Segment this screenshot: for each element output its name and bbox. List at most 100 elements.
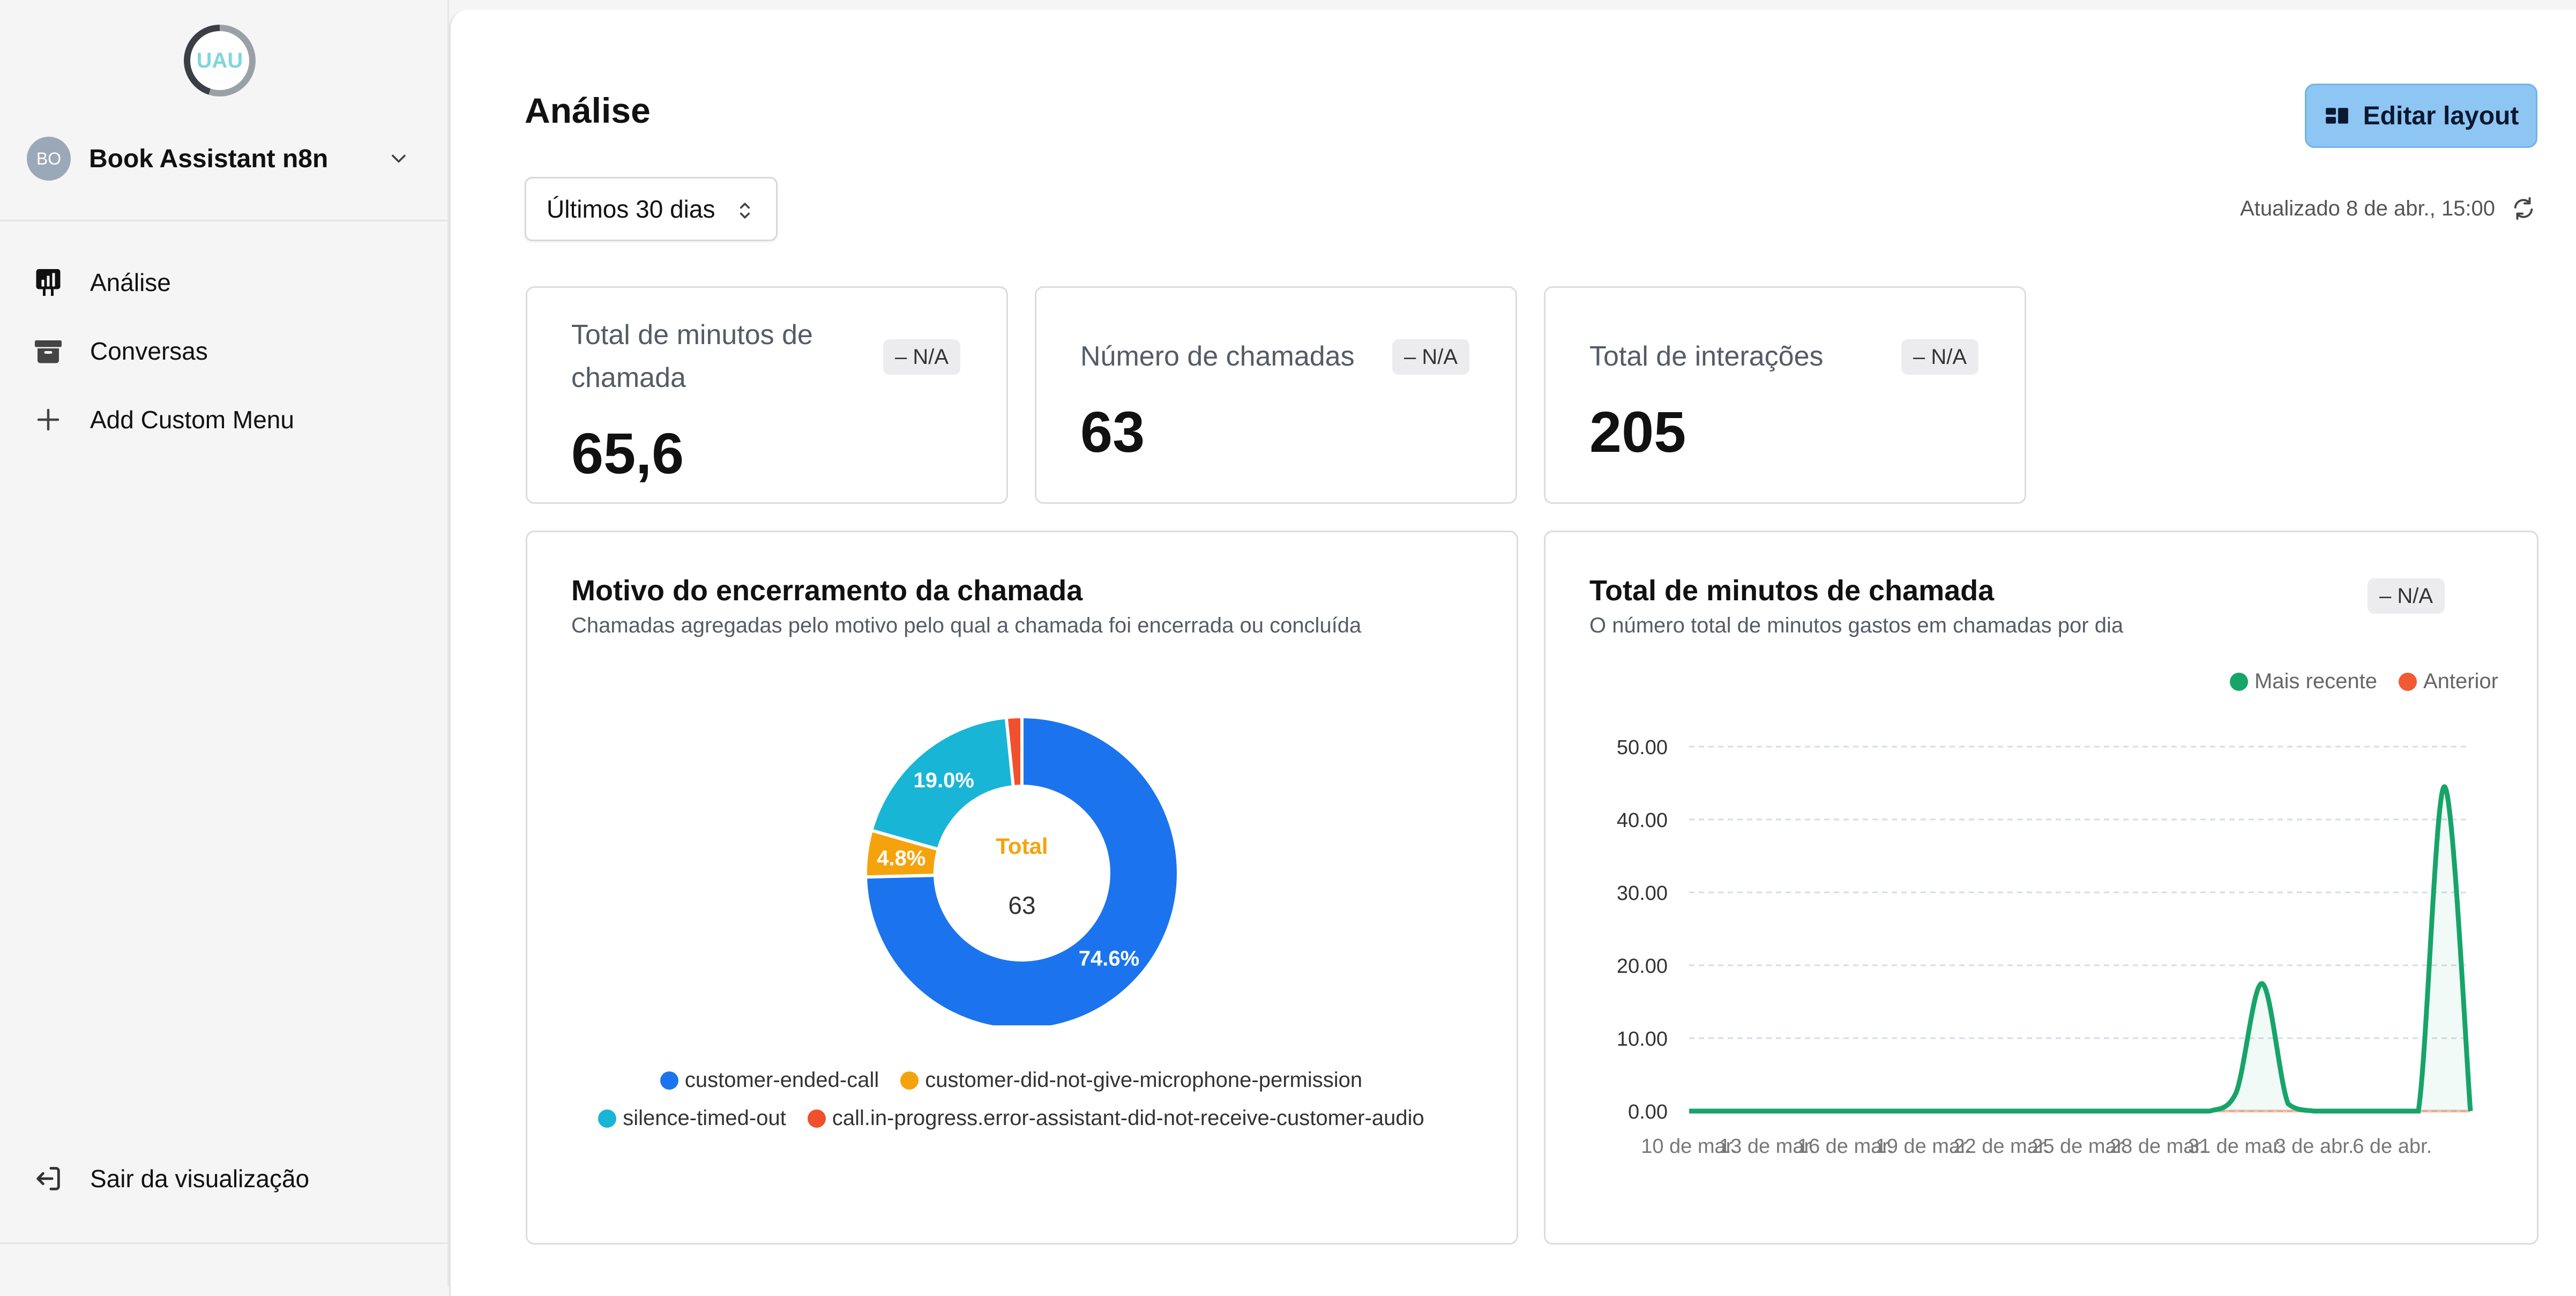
change-badge: – N/A [1901,339,1979,375]
legend-dot [598,1109,617,1128]
change-badge: – N/A [1392,339,1470,375]
donut-legend: customer-ended-call customer-did-not-give… [527,1068,1517,1144]
donut-center-label: Total [996,833,1048,859]
x-tick-label: 16 de mar. [1797,1135,1894,1158]
x-tick-label: 13 de mar. [1719,1135,1816,1158]
y-tick-label: 10.00 [1617,1028,1668,1051]
call-end-reason-card: Motivo do encerramento da chamada Chamad… [526,531,1518,1245]
x-tick-label: 25 de mar. [2032,1135,2128,1158]
stat-label-line: chamada [571,362,686,393]
stat-label: Total de minutos de chamada [571,314,813,399]
legend-dot [900,1071,919,1090]
updated-status: Atualizado 8 de abr., 15:00 [2240,196,2536,221]
chart-title: Total de minutos de chamada [1589,575,1995,607]
chevron-down-icon [392,154,406,163]
legend-row: customer-ended-call customer-did-not-give… [527,1068,1517,1092]
legend-dot [660,1071,678,1090]
legend-item[interactable]: silence-timed-out [598,1106,786,1130]
legend-item[interactable]: call.in-progress.error-assistant-did-not… [807,1106,1424,1130]
x-tick-label: 10 de mar. [1641,1135,1737,1158]
layout-icon [2325,108,2348,124]
sort-caret-icon [740,203,750,219]
stat-label-line: Total de minutos de [571,319,813,351]
legend-item[interactable]: Anterior [2398,669,2498,694]
sidebar-item-conversas[interactable]: Conversas [31,327,417,375]
legend-label: silence-timed-out [623,1106,786,1130]
sidebar-item-label: Conversas [90,337,208,365]
page-title: Análise [525,91,651,130]
analytics-icon [31,265,65,300]
call-minutes-card: Total de minutos de chamada O número tot… [1544,531,2538,1245]
updated-label: Atualizado 8 de abr., 15:00 [2240,196,2495,220]
avatar: BO [27,137,71,181]
chart-subtitle: Chamadas agregadas pelo motivo pelo qual… [571,614,1362,637]
y-tick-label: 40.00 [1617,809,1668,832]
sidebar-item-label: Análise [90,269,171,296]
line-legend: Mais recente Anterior [2216,669,2506,694]
sidebar-divider [0,220,449,221]
legend-dot [807,1109,826,1128]
stat-card-call-count: Número de chamadas – N/A 63 [1035,286,1517,504]
y-tick-label: 50.00 [1617,736,1668,759]
series-line-recent[interactable] [1689,784,2473,1114]
stat-card-interactions: Total de interações – N/A 205 [1544,286,2026,504]
chart-title: Motivo do encerramento da chamada [571,575,1083,607]
donut-slice-label: 74.6% [1079,947,1139,970]
edit-layout-label: Editar layout [2363,101,2519,130]
x-tick-label: 22 de mar. [1953,1135,2050,1158]
legend-label: Anterior [2423,669,2498,693]
org-switcher[interactable]: BO Book Assistant n8n [27,135,410,182]
series-area-recent [1689,786,2470,1111]
change-badge: – N/A [883,339,961,375]
x-tick-label: 6 de abr. [2353,1135,2432,1158]
date-range-select[interactable]: Últimos 30 dias [525,177,778,241]
logout-label: Sair da visualização [90,1165,310,1193]
donut-center-value: 63 [1008,891,1035,919]
donut-slice-label: 4.8% [877,847,925,870]
sidebar-item-label: Add Custom Menu [90,406,294,434]
x-tick-label: 3 de abr. [2274,1135,2354,1158]
donut-chart: Total 63 74.6% 4.8% 19.0% [864,714,1180,1025]
logout-icon [31,1161,65,1196]
stat-label: Total de interações [1589,341,1824,372]
legend-item[interactable]: Mais recente [2229,669,2377,694]
logo-text: UAU [196,49,243,72]
org-name: Book Assistant n8n [89,144,328,173]
edit-layout-button[interactable]: Editar layout [2305,84,2537,148]
x-tick-label: 31 de mar. [2188,1135,2284,1158]
legend-item[interactable]: customer-did-not-give-microphone-permiss… [900,1068,1362,1092]
stat-label: Número de chamadas [1080,341,1355,372]
donut-slice-silence-timed-out[interactable] [869,716,1016,852]
chart-subtitle: O número total de minutos gastos em cham… [1589,614,2124,637]
main-panel: Análise Editar layout Últimos 30 dias At… [449,10,2576,1296]
legend-row: silence-timed-out call.in-progress.error-… [527,1106,1517,1130]
legend-label: call.in-progress.error-assistant-did-not… [832,1106,1424,1130]
refresh-icon[interactable] [2511,196,2536,221]
legend-item[interactable]: customer-ended-call [660,1068,879,1092]
stat-value: 205 [1589,399,1686,464]
donut-slice-label: 19.0% [913,769,974,792]
donut-slice-customer-ended-call[interactable] [864,714,1180,1025]
y-tick-label: 20.00 [1617,955,1668,978]
sidebar-bottom-divider [0,1242,449,1244]
x-tick-label: 28 de mar. [2110,1135,2206,1158]
stat-value: 65,6 [571,421,684,486]
sidebar-item-analise[interactable]: Análise [31,258,417,307]
y-tick-label: 0.00 [1628,1101,1668,1123]
date-range-value: Últimos 30 dias [547,195,715,223]
legend-label: customer-did-not-give-microphone-permiss… [925,1068,1363,1092]
donut-slice-customer-did-not-give-microphone-permission[interactable] [864,828,940,879]
legend-label: Mais recente [2254,669,2377,693]
stat-card-total-minutes: Total de minutos de chamada – N/A 65,6 [526,286,1008,504]
x-tick-label: 19 de mar. [1876,1135,1972,1158]
legend-dot [2398,672,2417,691]
legend-label: customer-ended-call [684,1068,879,1092]
sidebar-item-add-custom-menu[interactable]: Add Custom Menu [31,396,417,444]
logout-button[interactable]: Sair da visualização [31,1155,417,1203]
archive-icon [31,334,65,368]
change-badge: – N/A [2368,578,2445,614]
stat-value: 63 [1080,399,1145,464]
y-tick-label: 30.00 [1617,882,1668,905]
sidebar: UAU BO Book Assistant n8n Análise [0,0,449,1286]
